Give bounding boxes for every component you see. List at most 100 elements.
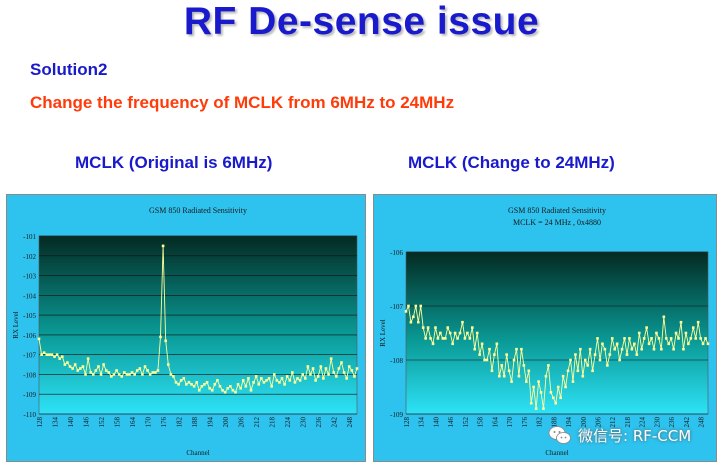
data-point bbox=[187, 381, 191, 384]
data-point bbox=[254, 375, 258, 378]
data-point bbox=[473, 347, 477, 351]
data-point bbox=[461, 320, 464, 324]
data-point bbox=[532, 385, 535, 389]
y-axis-label: RX Level bbox=[379, 319, 387, 346]
data-point bbox=[166, 363, 170, 366]
data-point bbox=[591, 369, 594, 373]
x-tick-label: 176 bbox=[160, 417, 168, 428]
data-point bbox=[682, 347, 685, 351]
data-point bbox=[606, 364, 609, 367]
data-point bbox=[637, 331, 641, 335]
data-point bbox=[345, 377, 348, 380]
data-point bbox=[110, 375, 113, 378]
solution-label: Solution2 bbox=[30, 60, 108, 79]
x-tick-label: 134 bbox=[418, 417, 426, 428]
data-point bbox=[542, 407, 545, 410]
y-tick-label: -103 bbox=[23, 273, 36, 281]
data-point bbox=[257, 383, 261, 386]
data-point bbox=[241, 379, 245, 382]
data-point bbox=[527, 369, 531, 373]
y-tick-label: -109 bbox=[390, 411, 403, 419]
data-point bbox=[549, 391, 553, 394]
data-point bbox=[699, 337, 702, 340]
data-point bbox=[490, 369, 494, 373]
data-point bbox=[141, 373, 144, 376]
chart-original-6mhz: GSM 850 Radiated Sensitivity -101 -102 -103… bbox=[12, 206, 359, 457]
y-tick-label: -110 bbox=[23, 411, 36, 419]
data-point bbox=[327, 373, 330, 376]
x-tick-label: 128 bbox=[403, 417, 411, 428]
data-point bbox=[63, 363, 67, 366]
data-point bbox=[169, 373, 173, 376]
data-point bbox=[640, 347, 644, 351]
data-point bbox=[515, 347, 518, 351]
data-point bbox=[291, 371, 294, 374]
data-point bbox=[107, 371, 111, 374]
data-point bbox=[97, 365, 100, 368]
data-point bbox=[421, 326, 425, 329]
data-point bbox=[561, 374, 565, 378]
data-point bbox=[60, 355, 64, 358]
x-axis-label: Channel bbox=[545, 449, 568, 457]
x-tick-label: 248 bbox=[346, 417, 354, 428]
data-point bbox=[552, 396, 555, 400]
data-point bbox=[210, 388, 214, 392]
x-tick-label: 188 bbox=[550, 417, 558, 428]
x-tick-label: 182 bbox=[176, 417, 184, 428]
data-point bbox=[128, 373, 131, 376]
data-point bbox=[493, 353, 496, 356]
data-point bbox=[529, 401, 533, 405]
data-point bbox=[566, 369, 570, 373]
data-point bbox=[625, 353, 629, 356]
data-point bbox=[265, 379, 268, 382]
data-point bbox=[342, 371, 346, 374]
data-point bbox=[596, 337, 599, 340]
series-line bbox=[405, 304, 709, 409]
data-point bbox=[50, 353, 54, 356]
data-point bbox=[431, 342, 435, 346]
data-point bbox=[335, 375, 338, 378]
data-point bbox=[161, 244, 165, 248]
x-tick-label: 218 bbox=[269, 417, 277, 428]
data-point bbox=[89, 371, 93, 374]
data-point bbox=[138, 367, 142, 370]
data-point bbox=[618, 358, 621, 362]
data-point bbox=[517, 374, 521, 378]
data-point bbox=[71, 367, 74, 370]
data-point bbox=[667, 342, 671, 346]
data-point bbox=[554, 401, 558, 405]
data-point bbox=[172, 375, 175, 378]
data-point bbox=[73, 363, 77, 366]
data-point bbox=[135, 369, 139, 372]
data-point bbox=[583, 358, 587, 362]
data-point bbox=[483, 358, 486, 362]
data-point bbox=[223, 390, 227, 394]
data-point bbox=[453, 331, 457, 335]
data-point bbox=[164, 339, 167, 343]
data-point bbox=[510, 380, 513, 383]
data-point bbox=[679, 320, 683, 324]
y-tick-label: -108 bbox=[23, 371, 36, 379]
data-point bbox=[117, 373, 121, 376]
data-point bbox=[441, 337, 445, 340]
data-point bbox=[197, 388, 201, 392]
data-point bbox=[221, 388, 224, 392]
watermark-text: 微信号: RF-CCM bbox=[578, 426, 692, 445]
data-point bbox=[81, 365, 85, 368]
data-point bbox=[231, 388, 235, 392]
data-point bbox=[148, 373, 152, 376]
data-point bbox=[316, 375, 320, 378]
data-point bbox=[448, 331, 452, 335]
data-point bbox=[48, 353, 51, 356]
plot-area bbox=[38, 235, 358, 415]
x-tick-label: 164 bbox=[129, 417, 137, 428]
data-point bbox=[512, 358, 516, 362]
data-point bbox=[463, 337, 467, 340]
data-point bbox=[537, 380, 540, 383]
data-point bbox=[470, 326, 474, 329]
data-point bbox=[177, 383, 180, 386]
data-point bbox=[120, 375, 124, 378]
data-point bbox=[337, 367, 341, 370]
data-point bbox=[179, 379, 183, 382]
y-tick-label: -107 bbox=[390, 303, 403, 311]
